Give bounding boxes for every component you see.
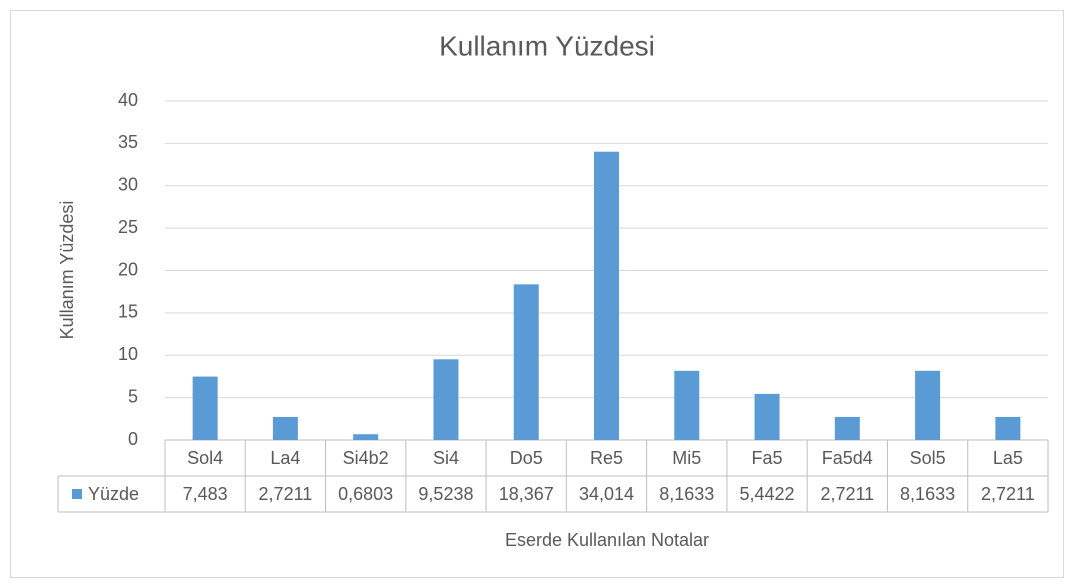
bar [915, 370, 941, 440]
bar [594, 151, 619, 440]
x-tick-label: La4 [270, 448, 300, 468]
bar [674, 370, 700, 440]
table-value: 2,7211 [259, 484, 313, 504]
bar [433, 359, 459, 440]
y-tick-label: 15 [118, 302, 138, 322]
y-axis-label: Kullanım Yüzdesi [57, 201, 77, 340]
table-value: 8,1633 [900, 484, 955, 504]
y-tick-label: 5 [128, 386, 138, 406]
table-value: 2,7211 [981, 484, 1035, 504]
table-value: 7,483 [183, 484, 228, 504]
x-tick-label: Do5 [510, 448, 543, 468]
bar [995, 416, 1021, 440]
chart-title: Kullanım Yüzdesi [439, 30, 655, 61]
x-tick-label: Si4b2 [343, 448, 389, 468]
y-tick-label: 0 [128, 429, 138, 449]
table-value: 5,4422 [740, 484, 795, 504]
x-tick-label: Mi5 [672, 448, 701, 468]
table-value: 18,367 [499, 484, 554, 504]
bar [513, 284, 539, 440]
y-tick-label: 20 [118, 259, 138, 279]
y-tick-label: 40 [118, 90, 138, 110]
bar [353, 434, 379, 440]
y-tick-label: 30 [118, 175, 138, 195]
bar [192, 376, 218, 440]
bar [754, 393, 780, 440]
x-tick-label: Si4 [433, 448, 459, 468]
x-tick-label: Re5 [590, 448, 623, 468]
legend-label: Yüzde [88, 484, 139, 504]
x-tick-label: Sol4 [187, 448, 223, 468]
table-value: 0,6803 [338, 484, 393, 504]
y-tick-label: 25 [118, 217, 138, 237]
x-tick-label: La5 [993, 448, 1023, 468]
legend-swatch [72, 489, 82, 499]
table-value: 2,7211 [820, 484, 874, 504]
x-tick-label: Sol5 [910, 448, 946, 468]
table-value: 8,1633 [659, 484, 714, 504]
x-tick-label: Fa5d4 [822, 448, 873, 468]
table-value: 34,014 [579, 484, 634, 504]
y-tick-label: 10 [118, 344, 138, 364]
x-tick-label: Fa5 [752, 448, 783, 468]
bar [834, 416, 860, 440]
y-tick-label: 35 [118, 132, 138, 152]
table-value: 9,5238 [418, 484, 473, 504]
bar [272, 416, 298, 440]
x-axis-label: Eserde Kullanılan Notalar [505, 530, 709, 550]
